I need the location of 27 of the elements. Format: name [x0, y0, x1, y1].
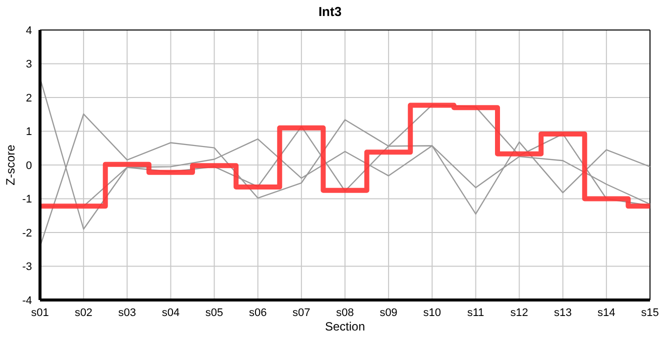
y-tick-label: 3 — [26, 58, 32, 71]
x-tick-label: s14 — [598, 306, 616, 319]
y-tick-label: -2 — [22, 227, 32, 240]
y-tick-label: 2 — [26, 92, 32, 104]
x-tick-label: s02 — [74, 306, 92, 319]
y-tick-label: -1 — [22, 194, 32, 206]
x-tick-label: s01 — [31, 306, 49, 319]
x-tick-label: s04 — [162, 306, 180, 319]
x-tick-label: s03 — [118, 306, 136, 319]
x-tick-label: s10 — [423, 306, 442, 319]
x-tick-label: s09 — [380, 306, 398, 319]
y-tick-label: 0 — [26, 160, 32, 172]
y-axis-title: Z-score — [3, 144, 18, 186]
x-tick-label: s15 — [641, 306, 659, 319]
x-tick-label: s13 — [554, 306, 572, 319]
y-tick-label: -3 — [22, 261, 32, 274]
x-axis-title: Section — [324, 320, 366, 334]
x-tick-label: s12 — [510, 306, 528, 319]
x-tick-label: s07 — [292, 306, 310, 319]
y-tick-label: 1 — [26, 126, 32, 138]
chart-title: Int3 — [317, 4, 343, 19]
y-tick-label: 4 — [26, 24, 32, 37]
x-tick-label: s08 — [336, 306, 354, 319]
x-tick-label: s06 — [248, 306, 267, 319]
x-tick-label: s11 — [467, 306, 484, 319]
x-tick-label: s05 — [205, 306, 224, 319]
y-tick-label: -4 — [22, 294, 32, 307]
